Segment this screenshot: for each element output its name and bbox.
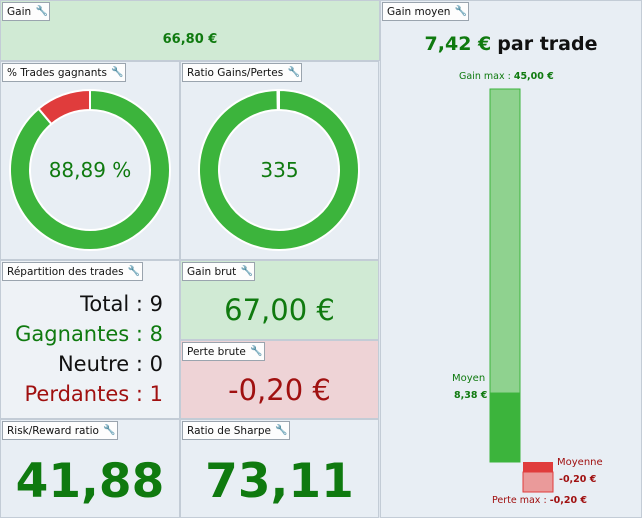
gain-moyen-tab-label: Gain moyen	[387, 5, 451, 18]
wrench-icon[interactable]: 🔧	[111, 67, 124, 78]
risk-reward-tab-label: Risk/Reward ratio	[7, 424, 99, 437]
gain-value: 66,80 €	[162, 32, 218, 47]
gain-max-value: 45,00 €	[513, 71, 554, 82]
wrench-icon[interactable]: 🔧	[287, 67, 300, 78]
gain-tab-label: Gain	[7, 5, 32, 18]
wrench-icon[interactable]: 🔧	[240, 266, 253, 277]
repartition-panel: Répartition des trades 🔧 Total : 9 Gagna…	[0, 260, 180, 419]
perte-brute-tab-label: Perte brute	[187, 345, 246, 358]
wrench-icon[interactable]: 🔧	[250, 346, 263, 357]
wrench-icon[interactable]: 🔧	[454, 6, 468, 17]
ratio-gains-loss-slice	[276, 88, 280, 112]
moyen-label: Moyen	[452, 373, 486, 384]
gain-brut-value: 67,00 €	[224, 293, 335, 327]
trades-gagnants-value: 88,89 %	[48, 158, 132, 182]
gain-moyen-suffix: par trade	[497, 33, 598, 55]
gain-brut-tab-label: Gain brut	[187, 265, 237, 278]
perte-max-caption: Perte max : -0,20 €	[492, 495, 587, 506]
gain-moyen-panel: Gain moyen 🔧 7,42 € par trade Gain max :…	[380, 0, 642, 518]
ratio-gains-panel: Ratio Gains/Pertes 🔧 335	[180, 61, 379, 260]
perte-max-label: Perte max :	[492, 495, 547, 506]
gain-max-label: Gain max :	[459, 71, 511, 82]
risk-reward-tab[interactable]: Risk/Reward ratio 🔧	[2, 421, 118, 440]
ratio-gains-donut	[198, 88, 360, 251]
risk-reward-panel: Risk/Reward ratio 🔧 41,88	[0, 419, 180, 518]
sharpe-panel: Ratio de Sharpe 🔧 73,11	[180, 419, 379, 518]
sharpe-tab[interactable]: Ratio de Sharpe 🔧	[182, 421, 290, 440]
gain-moyen-headline: 7,42 € par trade	[381, 33, 641, 55]
gagnantes-line: Gagnantes : 8	[15, 322, 163, 346]
wrench-icon[interactable]: 🔧	[103, 425, 116, 436]
moyen-value: 8,38 €	[454, 390, 488, 401]
risk-reward-value: 41,88	[15, 454, 165, 509]
ratio-gains-win-slice	[198, 88, 360, 251]
wrench-icon[interactable]: 🔧	[35, 6, 48, 17]
perte-max-bar	[522, 471, 554, 493]
moyenne-value: -0,20 €	[559, 474, 597, 485]
repartition-tab-label: Répartition des trades	[7, 265, 124, 278]
ratio-gains-tab[interactable]: Ratio Gains/Pertes 🔧	[182, 63, 303, 82]
trades-gagnants-loss-slice	[37, 88, 91, 126]
trades-gagnants-panel: % Trades gagnants 🔧 88,89 %	[0, 61, 180, 260]
sharpe-tab-label: Ratio de Sharpe	[187, 424, 271, 437]
moyenne-label: Moyenne	[557, 457, 603, 468]
gain-brut-tab[interactable]: Gain brut 🔧	[182, 262, 256, 281]
ratio-gains-tab-label: Ratio Gains/Pertes	[187, 66, 284, 79]
total-line: Total : 9	[80, 292, 163, 316]
perte-brute-tab[interactable]: Perte brute 🔧	[182, 342, 265, 361]
wrench-icon[interactable]: 🔧	[127, 266, 141, 277]
trades-gagnants-win-slice	[9, 88, 171, 251]
sharpe-value: 73,11	[205, 454, 354, 509]
gain-tab[interactable]: Gain 🔧	[2, 2, 51, 21]
gain-brut-panel: Gain brut 🔧 67,00 €	[180, 260, 379, 340]
perte-moyenne-bar	[523, 462, 553, 472]
ratio-gains-value: 335	[260, 158, 299, 182]
trades-gagnants-donut	[9, 88, 171, 251]
trades-gagnants-tab-label: % Trades gagnants	[7, 66, 107, 79]
perte-brute-value: -0,20 €	[228, 373, 331, 407]
perte-brute-panel: Perte brute 🔧 -0,20 €	[180, 340, 379, 419]
neutre-line: Neutre : 0	[57, 352, 163, 376]
gain-moyen-value: 7,42 €	[424, 33, 492, 55]
trades-gagnants-tab[interactable]: % Trades gagnants 🔧	[2, 63, 126, 82]
gain-max-bar	[489, 88, 521, 463]
wrench-icon[interactable]: 🔧	[275, 425, 288, 436]
gain-panel: Gain 🔧 66,80 €	[0, 0, 380, 61]
perte-max-value: -0,20 €	[549, 495, 587, 506]
gain-max-caption: Gain max : 45,00 €	[459, 71, 554, 82]
gain-moyen-tab[interactable]: Gain moyen 🔧	[382, 2, 470, 21]
repartition-tab[interactable]: Répartition des trades 🔧	[2, 262, 143, 281]
gain-moyen-bar	[490, 392, 520, 462]
perdantes-line: Perdantes : 1	[24, 382, 164, 406]
